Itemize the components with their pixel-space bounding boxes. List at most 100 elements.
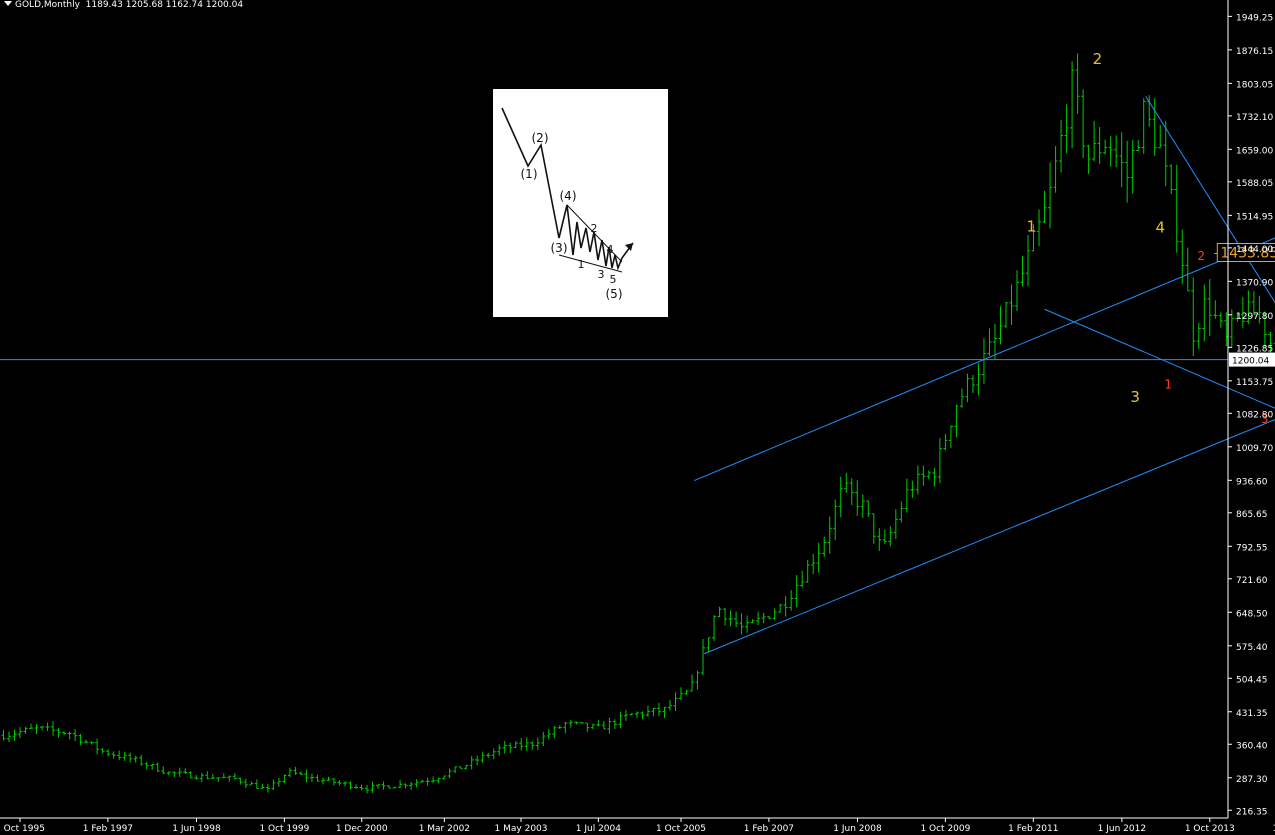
- price-tick-label: 1370.90: [1236, 278, 1273, 288]
- price-bar: [745, 615, 750, 633]
- price-bar: [354, 784, 359, 789]
- price-bar: [447, 768, 452, 779]
- price-bar: [243, 778, 248, 788]
- price-bar: [1202, 284, 1207, 342]
- price-bar: [618, 712, 623, 729]
- price-bar: [552, 726, 557, 739]
- price-bar: [541, 731, 546, 747]
- price-bar: [458, 766, 463, 769]
- price-bar: [524, 737, 529, 751]
- time-tick-label: 1 Oct 1999: [259, 824, 309, 834]
- wave-label: 2: [1093, 50, 1103, 68]
- price-bar: [530, 741, 535, 751]
- price-bar: [304, 769, 309, 783]
- price-bar: [155, 762, 160, 772]
- price-bar: [508, 742, 513, 754]
- price-tick-label: 216.35: [1236, 807, 1268, 817]
- price-bar: [623, 710, 628, 721]
- price-bar: [40, 726, 45, 731]
- price-bar: [139, 754, 144, 766]
- price-bar: [1064, 104, 1069, 154]
- price-bar: [365, 785, 370, 794]
- price-bar: [398, 780, 403, 789]
- price-bar: [651, 707, 656, 717]
- wave-label: 1: [1027, 217, 1037, 235]
- price-tick-label: 1297.80: [1236, 312, 1273, 322]
- price-tick-label: 1949.25: [1236, 13, 1273, 23]
- price-bar: [1086, 144, 1091, 174]
- current-price-tag-label: 1200.04: [1232, 357, 1269, 367]
- price-bar: [342, 781, 347, 787]
- price-bar: [1070, 61, 1075, 149]
- price-bar: [811, 553, 816, 575]
- price-bar: [585, 722, 590, 733]
- price-bar: [221, 773, 226, 779]
- time-axis: 1 Oct 1995 1 Feb 1997 1 Jun 1998 1 Oct 1999…: [0, 817, 1275, 834]
- price-bar: [78, 733, 83, 746]
- price-bar: [1235, 312, 1240, 323]
- price-bar: [640, 711, 645, 720]
- price-bar: [1119, 132, 1124, 188]
- price-tick-label: 1444.00: [1236, 245, 1273, 255]
- time-tick-label: 1 Feb 1997: [83, 824, 133, 834]
- price-bar: [987, 328, 992, 356]
- price-bar: [18, 727, 22, 739]
- price-bar: [706, 637, 711, 653]
- wave-label: 4: [1155, 218, 1165, 236]
- price-bar: [1196, 322, 1201, 350]
- price-bar: [359, 784, 364, 791]
- inset-label: 2: [591, 222, 598, 235]
- price-bar: [293, 766, 298, 775]
- price-tick-label: 1803.05: [1236, 80, 1273, 90]
- price-bar: [568, 720, 573, 728]
- wave-label: 3: [1130, 388, 1140, 406]
- price-bar: [1026, 234, 1031, 287]
- price-bar: [1251, 291, 1256, 315]
- price-bar: [194, 775, 199, 780]
- price-bar: [679, 687, 683, 700]
- price-bar: [844, 472, 849, 493]
- price-bar: [315, 774, 320, 782]
- price-bar: [431, 776, 436, 784]
- price-bar: [893, 509, 898, 540]
- price-bar: [1103, 139, 1108, 155]
- price-bar: [133, 755, 138, 763]
- price-bar: [915, 465, 920, 495]
- price-bar: [1092, 120, 1097, 162]
- price-tick-label: 1153.75: [1236, 378, 1273, 388]
- price-bar: [1246, 290, 1251, 324]
- price-bar: [1191, 277, 1196, 356]
- price-bar: [1240, 297, 1245, 329]
- price-tick-label: 1009.70: [1236, 444, 1273, 454]
- symbol-label: GOLD,Monthly: [15, 0, 80, 10]
- price-bar: [535, 737, 540, 751]
- price-bar: [276, 778, 281, 787]
- price-bar: [871, 513, 876, 544]
- price-bar: [684, 689, 689, 695]
- inset-background: [493, 89, 668, 317]
- price-tick-label: 360.40: [1236, 741, 1268, 751]
- price-bar: [590, 723, 595, 729]
- trendline: [703, 419, 1275, 655]
- time-tick-label: 1 Mar 2002: [419, 824, 470, 834]
- price-axis: 1949.25 1876.15 1803.05 1732.10 1659.00 1588.…: [1227, 0, 1275, 818]
- price-label-text: 1433.85: [1220, 245, 1275, 261]
- price-bar: [1125, 140, 1130, 203]
- price-bar: [376, 784, 381, 789]
- price-bar: [56, 728, 61, 738]
- price-bar: [161, 766, 166, 775]
- price-bar: [557, 725, 562, 729]
- price-bar: [128, 752, 133, 763]
- price-bar: [546, 728, 551, 740]
- time-tick-label: 1 May 2003: [495, 824, 548, 834]
- price-bar: [761, 612, 766, 624]
- dropdown-triangle-icon[interactable]: [4, 1, 12, 6]
- price-bar: [1163, 120, 1168, 187]
- price-bar: [1180, 229, 1185, 285]
- price-tick-label: 721.60: [1236, 576, 1268, 586]
- price-bar: [425, 777, 430, 786]
- price-bar: [1059, 120, 1064, 173]
- price-bar: [1213, 300, 1218, 319]
- price-bar: [959, 388, 964, 408]
